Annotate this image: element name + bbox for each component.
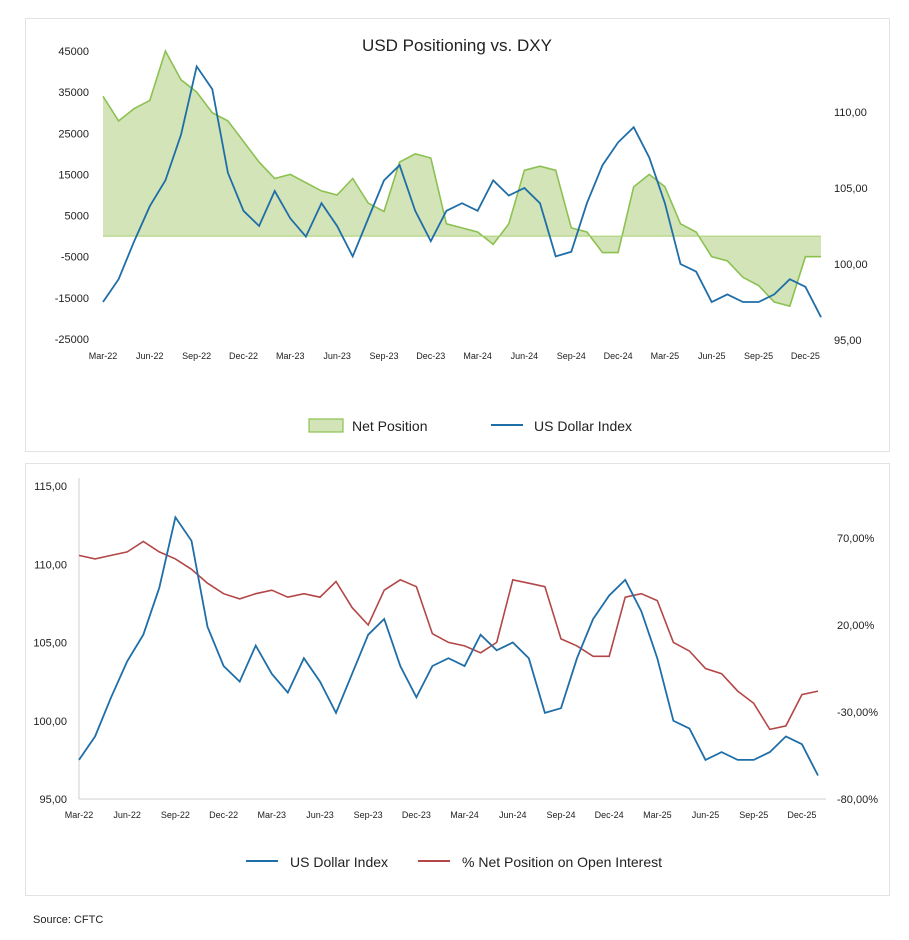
x-tick-label: Jun-22 (113, 810, 141, 820)
x-tick-label: Mar-22 (65, 810, 94, 820)
y-right-tick-label: -80,00% (837, 794, 878, 806)
x-tick-label: Jun-25 (698, 351, 726, 361)
dxy-line (102, 64, 822, 318)
source-note: Source: CFTC (33, 914, 104, 926)
positioning-chart: USD Positioning vs. DXY 45000 35000 25000 15… (55, 36, 868, 434)
net-position-area (103, 51, 821, 307)
y-left-tick-label: -15000 (55, 293, 89, 305)
x-tick-label: Mar-23 (258, 810, 287, 820)
y-left-tick-label: 45000 (58, 46, 89, 58)
y-right-tick-label: 100,00 (834, 259, 868, 271)
x-tick-label: Sep-24 (546, 810, 575, 820)
y-left-tick-label: 35000 (58, 87, 89, 99)
y-right-tick-label: 20,00% (837, 620, 875, 632)
x-tick-label: Jun-25 (692, 810, 720, 820)
dxy-line (78, 515, 819, 776)
x-tick-label: Mar-22 (89, 351, 118, 361)
y-left-tick-label: 5000 (65, 211, 89, 223)
x-tick-label: Mar-24 (463, 351, 492, 361)
x-tick-label: Sep-24 (557, 351, 586, 361)
x-tick-label: Jun-22 (136, 351, 164, 361)
x-tick-label: Sep-23 (354, 810, 383, 820)
x-tick-label: Sep-25 (744, 351, 773, 361)
y-right-tick-label: 70,00% (837, 533, 875, 545)
y-left-tick-label: 115,00 (34, 481, 67, 493)
net-position-line (102, 48, 821, 308)
x-tick-label: Dec-22 (229, 351, 258, 361)
positioning-chart-panel: USD Positioning vs. DXY 45000 35000 25000 15… (25, 18, 890, 452)
x-tick-label: Dec-25 (791, 351, 820, 361)
chart-title: USD Positioning vs. DXY (362, 36, 552, 55)
x-tick-label: Mar-24 (450, 810, 479, 820)
x-tick-label: Mar-23 (276, 351, 305, 361)
legend-label-dxy: US Dollar Index (534, 418, 632, 434)
y-left-tick-label: 25000 (58, 128, 89, 140)
x-tick-label: Dec-24 (604, 351, 633, 361)
x-tick-label: Dec-22 (209, 810, 238, 820)
net-oi-chart: 115,00 110,00 105,00 100,00 95,00 70,00% 20,00… (33, 478, 878, 870)
legend-label-dxy: US Dollar Index (290, 854, 388, 870)
y-left-tick-label: -5000 (61, 252, 89, 264)
y-left-tick-label: 110,00 (34, 559, 67, 571)
x-tick-label: Jun-24 (511, 351, 539, 361)
x-tick-label: Dec-24 (595, 810, 624, 820)
legend-label-pct-net-oi: % Net Position on Open Interest (462, 854, 662, 870)
x-tick-label: Mar-25 (651, 351, 680, 361)
x-tick-label: Dec-23 (402, 810, 431, 820)
x-tick-label: Mar-25 (643, 810, 672, 820)
y-left-tick-label: 105,00 (33, 638, 67, 650)
y-left-tick-label: 15000 (58, 169, 89, 181)
legend-label-net-position: Net Position (352, 418, 427, 434)
y-left-tick-label: -25000 (55, 334, 89, 346)
y-left-tick-label: 95,00 (39, 794, 67, 806)
x-tick-label: Dec-23 (416, 351, 445, 361)
x-tick-label: Jun-24 (499, 810, 527, 820)
pct-net-oi-line (78, 540, 819, 731)
x-tick-label: Dec-25 (787, 810, 816, 820)
x-tick-label: Jun-23 (323, 351, 351, 361)
x-tick-label: Jun-23 (306, 810, 334, 820)
y-left-tick-label: 100,00 (33, 716, 67, 728)
net-oi-chart-panel: 115,00 110,00 105,00 100,00 95,00 70,00% 20,00… (25, 463, 890, 896)
x-tick-label: Sep-23 (369, 351, 398, 361)
y-right-tick-label: -30,00% (837, 707, 878, 719)
x-tick-label: Sep-22 (161, 810, 190, 820)
y-right-tick-label: 105,00 (834, 183, 868, 195)
x-tick-label: Sep-25 (739, 810, 768, 820)
y-right-tick-label: 95,00 (834, 335, 862, 347)
y-right-tick-label: 110,00 (834, 107, 867, 119)
legend-swatch-net-position (308, 418, 344, 433)
x-tick-label: Sep-22 (182, 351, 211, 361)
